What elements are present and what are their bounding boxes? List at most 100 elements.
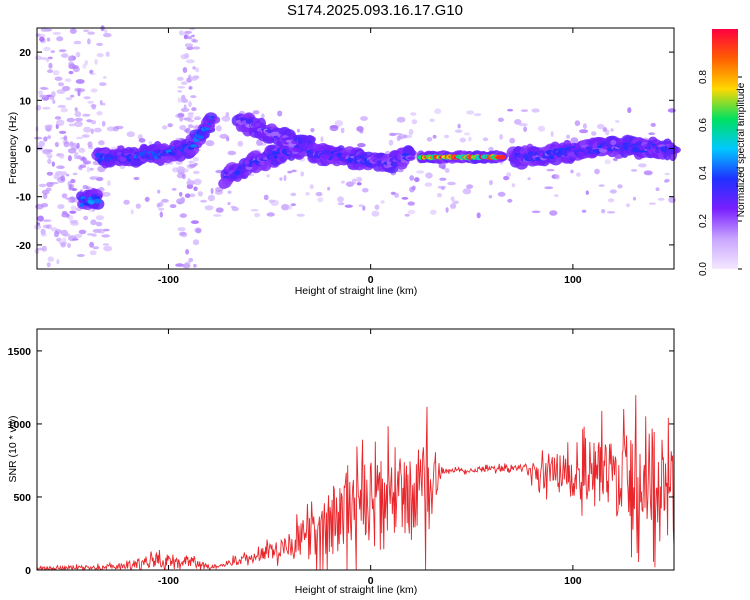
heatmap-speckle: [56, 258, 60, 265]
heatmap-speckle: [135, 203, 141, 209]
heatmap-speckle: [358, 204, 364, 208]
heatmap-speckle: [566, 134, 570, 139]
heatmap-cell: [198, 131, 206, 136]
heatmap-speckle: [96, 42, 103, 47]
heatmap-speckle: [54, 116, 62, 120]
heatmap-speckle: [67, 214, 74, 221]
heatmap-cell: [542, 155, 551, 159]
heatmap-speckle: [410, 112, 417, 116]
heatmap-speckle: [54, 141, 60, 148]
heatmap-speckle: [71, 188, 78, 192]
heatmap-speckle: [497, 191, 506, 197]
heatmap-speckle: [626, 203, 630, 208]
heatmap-speckle: [74, 152, 79, 155]
heatmap-speckle: [182, 263, 191, 269]
heatmap-speckle: [107, 180, 111, 187]
heatmap-speckle: [489, 180, 493, 186]
heatmap-speckle: [514, 119, 522, 125]
heatmap-speckle: [67, 243, 71, 248]
heatmap-speckle: [219, 133, 229, 139]
heatmap-speckle: [61, 193, 68, 199]
y-tick-label: 20: [19, 47, 31, 59]
heatmap-speckle: [437, 185, 447, 189]
heatmap-speckle: [98, 140, 105, 146]
heatmap-speckle: [404, 213, 410, 217]
heatmap-speckle: [87, 141, 93, 148]
heatmap-speckle: [315, 191, 323, 197]
heatmap-speckle: [76, 142, 80, 149]
heatmap-speckle: [75, 51, 81, 58]
heatmap-speckle: [531, 108, 540, 113]
heatmap-speckle: [69, 219, 79, 224]
heatmap-cell: [94, 198, 102, 204]
heatmap-speckle: [655, 187, 660, 191]
y-tick-label: 1000: [8, 419, 32, 431]
heatmap-speckle: [192, 125, 200, 129]
heatmap-speckle: [607, 198, 615, 203]
heatmap-speckle: [360, 116, 368, 121]
heatmap-speckle: [256, 139, 263, 146]
heatmap-speckle: [89, 167, 94, 171]
heatmap-speckle: [188, 86, 192, 90]
heatmap-speckle: [570, 137, 579, 144]
heatmap-speckle: [96, 53, 104, 58]
heatmap-speckle: [180, 98, 189, 103]
heatmap-speckle: [389, 132, 397, 137]
heatmap-speckle: [407, 201, 415, 206]
heatmap-speckle: [362, 188, 369, 193]
heatmap-cell: [79, 202, 84, 208]
heatmap-speckle: [189, 193, 196, 198]
heatmap-speckle: [518, 123, 528, 127]
heatmap-speckle: [101, 120, 106, 127]
heatmap-speckle: [327, 186, 331, 191]
heatmap-speckle: [103, 245, 113, 252]
heatmap-speckle: [184, 53, 190, 59]
heatmap-speckle: [69, 28, 77, 34]
heatmap-speckle: [436, 193, 442, 198]
heatmap-speckle: [66, 173, 70, 177]
heatmap-cell: [358, 155, 365, 158]
y-tick-label: -20: [16, 240, 31, 252]
heatmap-speckle: [102, 191, 111, 197]
heatmap-speckle: [178, 191, 183, 197]
heatmap-speckle: [300, 171, 305, 177]
heatmap-speckle: [648, 132, 655, 135]
heatmap-speckle: [193, 186, 198, 192]
heatmap-speckle: [92, 246, 100, 250]
figure-title: S174.2025.093.16.17.G10: [287, 2, 463, 19]
heatmap-speckle: [268, 199, 275, 203]
heatmap-cell: [654, 148, 661, 154]
heatmap-speckle: [82, 29, 90, 32]
heatmap-speckle: [394, 192, 399, 198]
heatmap-speckle: [606, 211, 616, 214]
heatmap-cell: [610, 139, 617, 146]
heatmap-speckle: [664, 172, 670, 176]
heatmap-cell: [259, 160, 265, 166]
heatmap-speckle: [50, 50, 55, 53]
heatmap-speckle: [225, 111, 230, 118]
heatmap-speckle: [290, 203, 296, 207]
heatmap-speckle: [549, 210, 558, 216]
heatmap-speckle: [309, 184, 314, 190]
heatmap-speckle: [60, 243, 66, 248]
heatmap-speckle: [81, 134, 90, 138]
heatmap-speckle: [186, 46, 194, 51]
x-tick-label: 100: [564, 274, 582, 286]
heatmap-speckle: [60, 171, 68, 176]
heatmap-speckle: [40, 228, 46, 235]
heatmap-speckle: [397, 169, 404, 173]
heatmap-speckle: [184, 193, 191, 198]
heatmap-speckle: [101, 234, 111, 238]
heatmap-cell: [254, 122, 261, 127]
heatmap-speckle: [105, 51, 110, 57]
heatmap-speckle: [210, 187, 214, 195]
heatmap-speckle: [90, 128, 94, 134]
heatmap-speckle: [434, 108, 442, 114]
heatmap-speckle: [148, 141, 153, 145]
heatmap-speckle: [396, 116, 406, 123]
heatmap-speckle: [90, 88, 98, 93]
heatmap-speckle: [615, 120, 620, 123]
heatmap-speckle: [56, 153, 61, 157]
heatmap-speckle: [537, 125, 546, 132]
